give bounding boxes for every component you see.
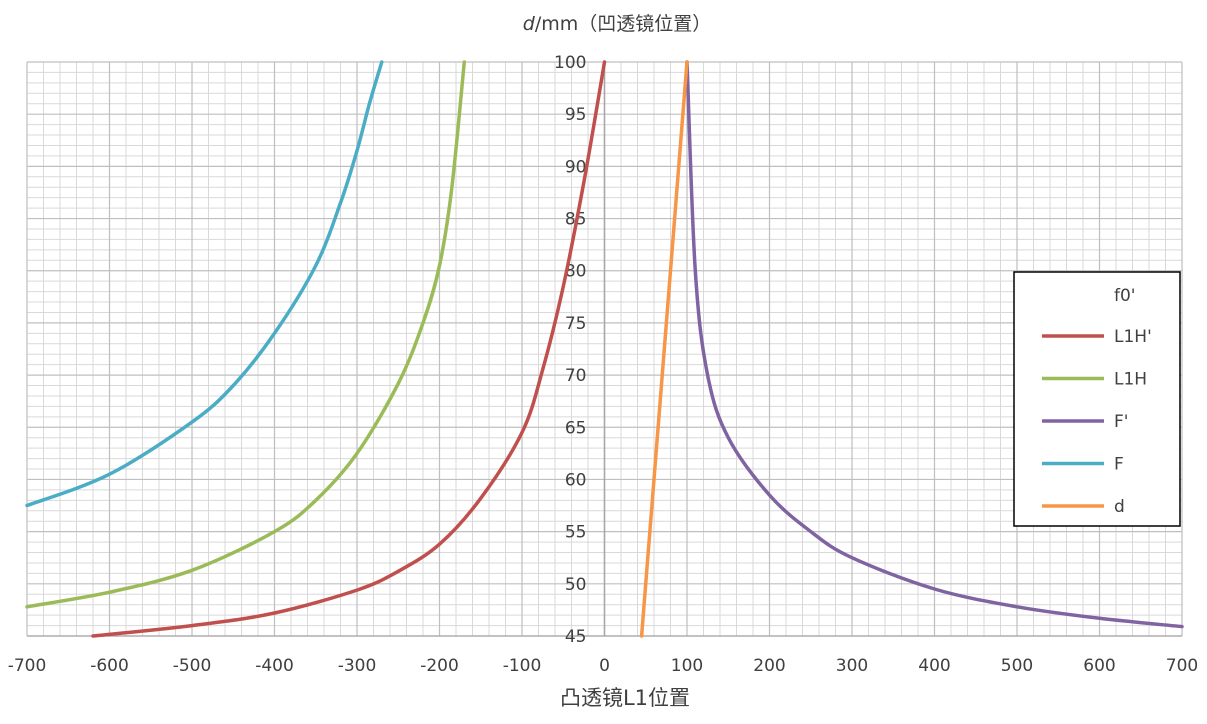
x-tick-label: -400 [255,656,294,676]
series-line-f [25,60,384,508]
y-tick-label: 45 [565,627,587,647]
legend-label-d: d [1114,497,1125,517]
x-tick-label: 700 [1166,656,1198,676]
x-tick-label: 600 [1083,656,1115,676]
legend-label-f: F [1114,455,1124,475]
x-tick-label: -100 [503,656,542,676]
x-tick-label: -700 [8,656,47,676]
series-line-d [639,60,689,638]
y-tick-label: 95 [565,105,587,125]
x-axis-label: 凸透镜L1位置 [560,686,690,710]
x-tick-label: -200 [420,656,459,676]
y-tick-label: 100 [554,53,586,73]
x-tick-label: 200 [753,656,785,676]
legend-box [1013,271,1181,527]
x-tick-label: -600 [90,656,129,676]
series-lines [25,60,1184,638]
legend-label-l1h: L1H [1114,370,1147,390]
x-tick-labels: -700 -600 -500 -400 -300 -200 -100 0 100 200 300 40… [8,656,1199,676]
y-tick-label: 65 [565,418,587,438]
y-axis-label: d/mm（凹透镜位置） [523,13,711,35]
y-tick-label: 55 [565,523,587,543]
legend-header: f0' [1114,286,1135,306]
y-tick-label: 90 [565,157,587,177]
y-axis [27,62,1182,637]
x-tick-label: 300 [836,656,868,676]
y-tick-label: 70 [565,366,587,386]
series-line-l1h-prime [91,60,607,638]
y-tick-label: 50 [565,575,587,595]
legend-label-f-prime: F' [1114,412,1128,432]
legend-label-l1h-prime: L1H' [1114,327,1152,347]
x-tick-label: -500 [173,656,212,676]
x-tick-label: 400 [918,656,950,676]
x-tick-label: 100 [671,656,703,676]
x-tick-label: 500 [1001,656,1033,676]
x-tick-label: -300 [338,656,377,676]
y-tick-label: 80 [565,262,587,282]
x-tick-label: 0 [599,656,610,676]
legend-items: L1H' L1H F' Fd [1042,327,1152,517]
y-tick-label: 60 [565,470,587,490]
legend: f0' L1H' L1H F' Fd [1013,271,1181,527]
y-tick-label: 75 [565,314,587,334]
series-line-f-prime [685,60,1184,629]
series-line-l1h [25,60,467,609]
